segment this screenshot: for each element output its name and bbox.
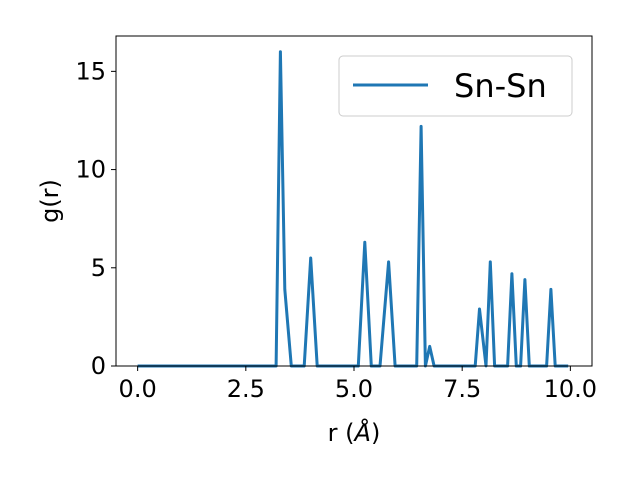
legend-box — [338, 55, 573, 117]
x-tick-label: 2.5 — [227, 375, 265, 403]
plot-lines — [137, 50, 569, 368]
y-tick-label: 10 — [75, 156, 106, 184]
x-tick-label: 7.5 — [443, 375, 481, 403]
x-tick-label: 10.0 — [544, 375, 597, 403]
legend-label-sn-sn: Sn-Sn — [454, 67, 547, 105]
series-line-sn-sn — [137, 50, 569, 368]
x-axis-ticks: 0.0 2.5 5.0 7.5 10.0 — [119, 366, 597, 403]
y-tick-label: 15 — [75, 57, 106, 85]
y-tick-label: 0 — [91, 352, 106, 380]
y-tick-label: 5 — [91, 254, 106, 282]
y-axis-label: g(r) — [36, 179, 64, 223]
y-axis-ticks: 0 5 10 15 — [75, 57, 116, 380]
legend: Sn-Sn — [338, 55, 573, 117]
x-tick-label: 0.0 — [119, 375, 157, 403]
x-tick-label: 5.0 — [335, 375, 373, 403]
x-axis-label: r (Å) — [328, 418, 381, 447]
